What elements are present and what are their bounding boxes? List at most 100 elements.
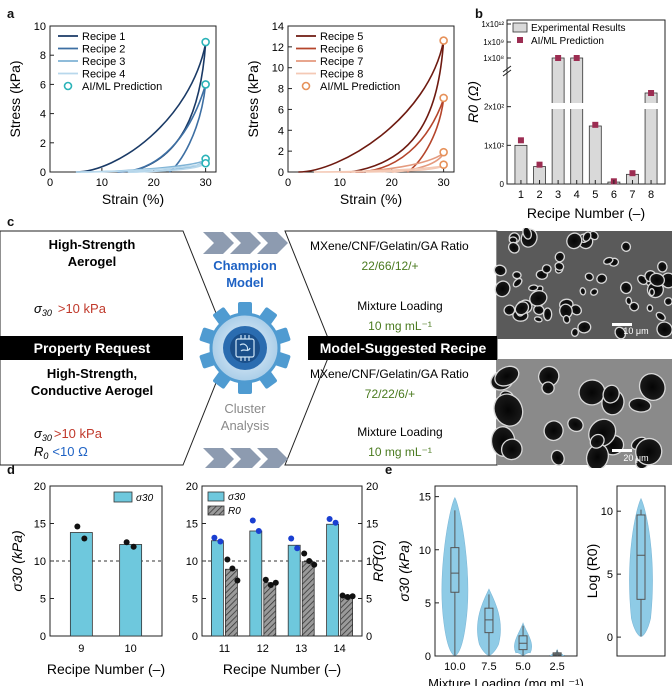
sem-pore — [554, 251, 566, 263]
x-tick-label: 20 — [386, 177, 398, 189]
violin-chart-loading: 0 5 10 15 10.0 7.5 5.0 2.5 Mixture Loading (mg m… — [396, 485, 584, 686]
x-tick-label: 1 — [518, 189, 524, 201]
sigma-point — [288, 535, 295, 542]
y-tick-label: 10 — [186, 556, 198, 568]
legend-label: Recipe 5 — [320, 31, 363, 43]
legend-label: σ30 — [136, 493, 154, 504]
x-axis-label: Strain (%) — [340, 191, 402, 207]
legend-label: R0 — [228, 506, 241, 517]
sem-pore — [512, 277, 523, 288]
x-axis-label: Strain (%) — [102, 191, 164, 207]
y-tick-label: 10 — [34, 556, 46, 568]
x-tick-label: 14 — [333, 643, 345, 655]
sigma-bar-13 — [287, 544, 301, 637]
y-tick-label: 14 — [272, 21, 284, 33]
y-tick-label: 5 — [192, 594, 198, 606]
legend-label: Recipe 8 — [320, 69, 363, 81]
y-axis-label: Log (R0) — [585, 544, 600, 598]
loading-label-bottom: Mixture Loading — [357, 425, 442, 439]
data-point — [123, 539, 130, 546]
prediction-point — [439, 147, 448, 157]
box — [450, 547, 460, 593]
x-tick-label: 11 — [219, 643, 230, 655]
y-tick-label: 10 — [419, 545, 431, 557]
left-bottom-requirement-2: R0 <10 Ω — [34, 444, 88, 461]
loading-label-top: Mixture Loading — [357, 299, 442, 313]
sem-pore — [493, 264, 507, 277]
r0-point — [272, 579, 279, 586]
x-tick-label: 10.0 — [444, 661, 465, 673]
sem-pore — [648, 288, 655, 297]
sem-pore — [494, 280, 511, 298]
left-bottom-requirement-1: σ30 >10 kPa — [34, 426, 103, 443]
sigma-bar-11 — [210, 540, 224, 637]
prediction-marker — [648, 90, 655, 96]
data-point — [74, 523, 81, 530]
sem-pore — [584, 272, 594, 282]
sigma-r0-bar-chart-right: 0 5 10 15 20 0 5 10 15 20 11 12 13 14 Recipe Number (–… — [186, 481, 386, 677]
left-top-title: High-Strength — [49, 237, 136, 252]
bar-recipe-1 — [514, 144, 528, 185]
bar-recipe-3 — [551, 57, 565, 185]
legend-label: AI/ML Prediction — [320, 81, 400, 93]
model-suggested-bar — [308, 336, 497, 360]
prediction-point — [201, 80, 210, 89]
champion-model-label-2: Model — [226, 275, 264, 290]
axis-break — [502, 65, 512, 73]
bar-recipe-4 — [570, 57, 584, 185]
left-top-requirement: σ30 >10 kPa — [34, 301, 107, 318]
r0-bar-13 — [301, 561, 315, 637]
scale-bar-top — [612, 323, 632, 326]
y-tick-label: 2x10² — [484, 103, 504, 112]
sigma-point — [217, 538, 224, 545]
legend-swatch — [113, 491, 133, 503]
x-tick-label: 30 — [438, 177, 450, 189]
y-tick-label: 5 — [40, 594, 46, 606]
y-axis-label: Stress (kPa) — [7, 60, 23, 137]
y-tick-label: 15 — [419, 492, 431, 504]
sem-pore — [646, 304, 654, 312]
prediction-point — [439, 93, 448, 103]
violin-chart-logr0: 0 5 10 Log (R0) — [585, 485, 666, 657]
series-line-4 — [313, 164, 444, 173]
stress-strain-chart-left: 0 2 4 6 8 10 0 10 20 30 Strain (%) Stress (kPa) Reci… — [7, 21, 217, 207]
resistance-bar-chart: 0 1x10² 2x10² 1x10⁸ 1x10⁹ 1x10¹² 1 2 3 4 5 6 7 8Recip… — [465, 19, 666, 221]
panel-label-d: d — [7, 462, 15, 477]
legend-label: Recipe 6 — [320, 44, 363, 56]
r0-point — [344, 594, 351, 600]
y-tick-label: 5 — [607, 569, 613, 581]
y-axis-label: σ30 (kPa) — [396, 540, 412, 601]
bar-recipe-10 — [119, 544, 143, 637]
prediction-marker — [573, 55, 580, 61]
x-axis-label: Recipe Number (–) — [223, 661, 341, 677]
sem-pore — [625, 296, 633, 306]
scale-label-top: 10 μm — [623, 326, 648, 336]
sem-image-top — [493, 228, 672, 340]
cluster-analysis-label-2: Analysis — [221, 418, 270, 433]
sem-pore — [567, 416, 584, 433]
plot-frame — [506, 19, 666, 185]
sem-pore — [655, 311, 666, 322]
series-line-2 — [117, 84, 207, 173]
ratio-label-bottom: MXene/CNF/Gelatin/GA Ratio — [310, 367, 469, 381]
legend-label: AI/ML Prediction — [82, 81, 162, 93]
x-tick-label: 6 — [611, 189, 617, 201]
prediction-marker — [592, 121, 599, 128]
x-tick-label: 12 — [257, 643, 269, 655]
y-tick-label: 0 — [278, 167, 284, 179]
sem-pore — [550, 449, 565, 466]
recipe-design-schematic: High-Strength Aerogel σ30 >10 kPa Propert… — [0, 228, 672, 468]
sigma-point — [255, 528, 262, 534]
y-tick-label: 15 — [34, 519, 46, 531]
y-tick-label: 0 — [425, 651, 431, 663]
sem-pore — [522, 228, 533, 240]
legend-label: Recipe 2 — [82, 44, 125, 56]
bar-break — [644, 103, 659, 109]
panel-label-b: b — [475, 6, 483, 21]
sem-pore — [541, 264, 552, 274]
r0-point — [234, 577, 241, 584]
panel-label-a: a — [7, 6, 15, 21]
y-tick-label: 0 — [607, 632, 613, 644]
violin-10.0 — [441, 497, 469, 656]
legend-label: Experimental Results — [531, 23, 625, 34]
